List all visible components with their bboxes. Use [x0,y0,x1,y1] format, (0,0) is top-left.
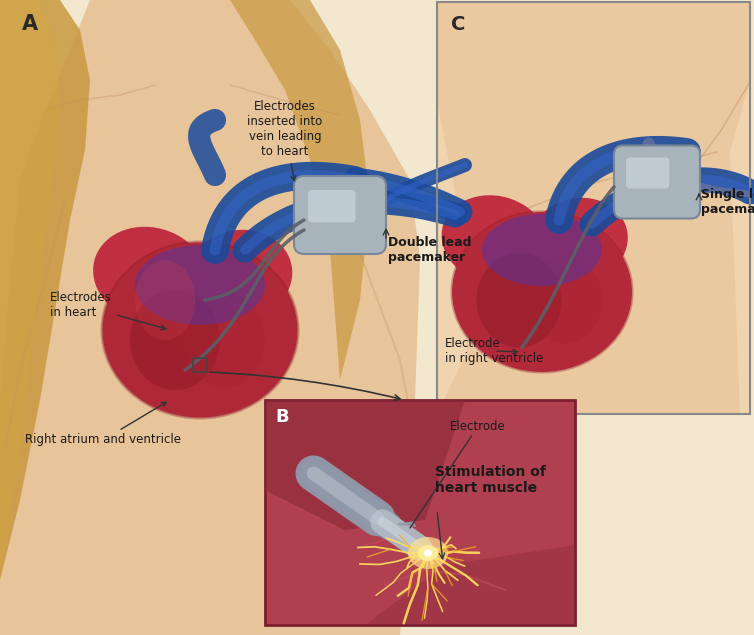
Polygon shape [0,0,60,635]
Ellipse shape [358,500,386,529]
Ellipse shape [299,460,327,488]
Ellipse shape [335,484,363,512]
Ellipse shape [311,467,339,496]
Text: Electrode
in right ventricle: Electrode in right ventricle [445,337,544,365]
Ellipse shape [323,476,351,504]
Text: Electrodes
in heart: Electrodes in heart [50,291,166,330]
Ellipse shape [103,243,298,417]
Ellipse shape [362,504,391,531]
Ellipse shape [347,492,375,521]
Bar [265,400,575,625]
FancyBboxPatch shape [308,190,356,222]
Polygon shape [0,0,420,635]
Ellipse shape [451,211,633,373]
Polygon shape [365,545,575,625]
Ellipse shape [452,212,632,372]
Text: A: A [22,14,38,34]
Text: B: B [275,408,289,426]
Polygon shape [397,521,416,527]
Ellipse shape [477,253,562,347]
Text: Electrodes
inserted into
vein leading
to heart: Electrodes inserted into vein leading to… [247,100,323,181]
Ellipse shape [442,195,548,284]
Text: Electrode: Electrode [410,420,506,528]
Bar [193,358,207,372]
Ellipse shape [303,462,332,490]
Ellipse shape [102,241,299,418]
Polygon shape [437,2,750,414]
Ellipse shape [188,230,293,320]
Polygon shape [230,0,370,380]
Ellipse shape [374,512,402,540]
Ellipse shape [530,197,628,282]
Ellipse shape [351,495,379,523]
Ellipse shape [135,245,265,325]
Ellipse shape [135,260,195,340]
Text: C: C [451,15,465,34]
Ellipse shape [185,293,265,387]
Polygon shape [0,0,90,635]
Ellipse shape [342,490,371,518]
Ellipse shape [319,473,347,501]
FancyBboxPatch shape [626,157,670,189]
Polygon shape [150,0,235,80]
Bar [437,2,750,414]
Ellipse shape [315,471,343,498]
Ellipse shape [327,479,355,507]
Ellipse shape [424,549,432,556]
Ellipse shape [370,509,398,537]
Text: Single lead
pacemaker: Single lead pacemaker [701,188,754,216]
Text: Double lead
pacemaker: Double lead pacemaker [388,236,471,264]
Ellipse shape [93,227,207,323]
Bar [437,2,750,414]
Ellipse shape [339,487,366,515]
Ellipse shape [528,256,602,344]
Ellipse shape [354,498,382,526]
FancyBboxPatch shape [614,145,700,218]
Text: Stimulation of
heart muscle: Stimulation of heart muscle [435,465,546,495]
Ellipse shape [408,537,448,569]
Text: Right atrium and ventricle: Right atrium and ventricle [25,402,181,446]
Ellipse shape [366,506,394,534]
Ellipse shape [331,481,359,509]
Ellipse shape [482,214,602,286]
Ellipse shape [122,0,262,40]
Ellipse shape [130,290,220,390]
Ellipse shape [308,465,336,493]
Ellipse shape [418,545,438,561]
FancyBboxPatch shape [294,176,386,254]
Polygon shape [265,400,465,530]
